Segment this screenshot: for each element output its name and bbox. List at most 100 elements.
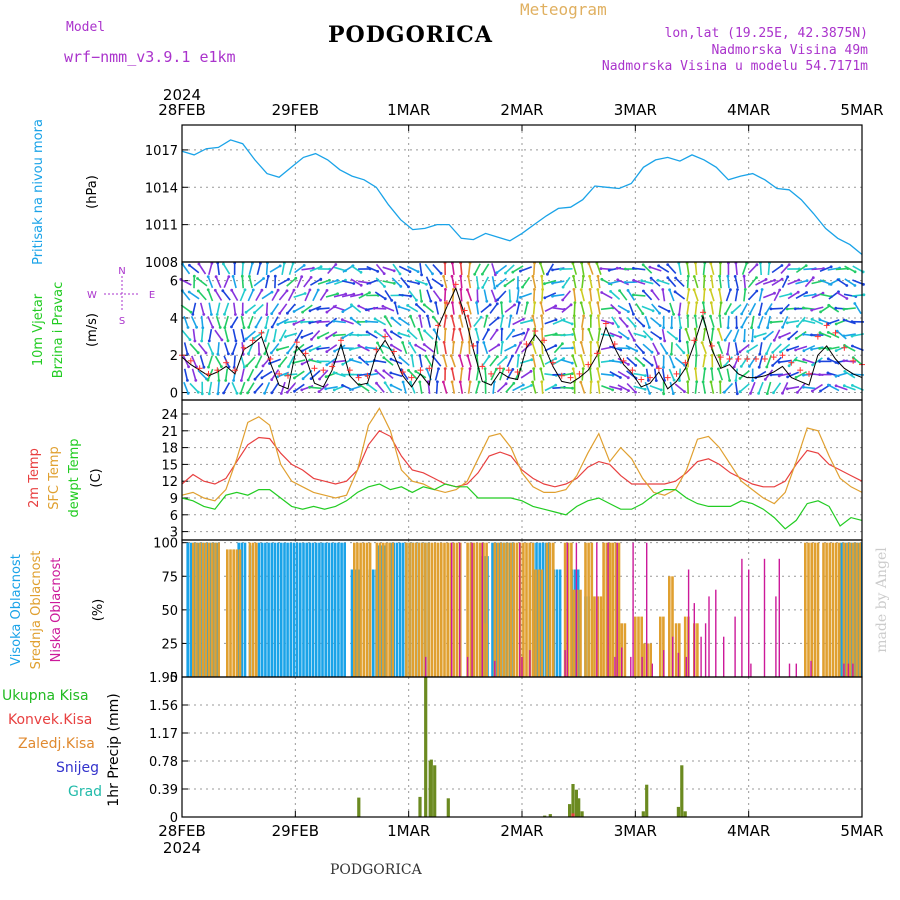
wind-arrow-head <box>769 307 773 311</box>
wind-arrow-head <box>668 288 671 292</box>
wind-arrow <box>770 320 784 324</box>
cloud-mid-bar <box>255 542 258 677</box>
cloud-mid-bar <box>522 542 525 677</box>
wind-arrow-head <box>734 379 738 382</box>
wind-arrow-head <box>519 269 522 273</box>
wind-arrow <box>609 385 622 391</box>
wind-arrow <box>588 329 594 341</box>
wind-arrow-head <box>392 269 396 273</box>
wind-arrow <box>216 262 220 276</box>
wind-arrow-head <box>657 352 660 355</box>
wind-arrow <box>342 265 354 273</box>
x-tick-label-bottom: 1MAR <box>387 822 430 840</box>
wind-arrow <box>561 304 572 314</box>
wind-arrow-head <box>686 380 690 384</box>
wind-arrow <box>270 343 280 354</box>
wind-arrow-head <box>753 335 757 339</box>
wind-arrow-head <box>458 314 462 318</box>
wind-arrow-head <box>726 274 730 278</box>
wind-arrow-head <box>826 371 830 375</box>
cloud-mid-bar <box>614 542 618 677</box>
wind-arrow <box>703 276 706 289</box>
wind-arrow <box>724 303 732 315</box>
pressure-ytick-label: 1011 <box>145 219 178 234</box>
wind-arrow-head <box>270 312 274 315</box>
wind-arrow <box>207 315 214 328</box>
wind-arrow-head <box>273 274 277 278</box>
wind-arrow <box>658 265 670 273</box>
wind-arrow <box>442 355 448 368</box>
wind-arrow <box>426 289 432 302</box>
precip-total-bar <box>418 796 422 817</box>
wind-arrow <box>232 328 237 342</box>
wind-arrow-head <box>485 299 489 303</box>
wind-arrow-head <box>426 314 429 318</box>
x-tick-label-bottom: 28FEB <box>158 822 205 840</box>
wind-arrow-head <box>389 371 393 375</box>
wind-arrow-head <box>260 376 264 380</box>
wind-arrow-head <box>573 301 577 304</box>
wind-arrow-head <box>765 365 769 369</box>
wind-arrow-head <box>325 350 329 353</box>
wind-arrow-head <box>211 325 215 329</box>
wind-arrow-head <box>723 390 726 394</box>
wind-arrow <box>506 369 514 381</box>
wind-arrow-head <box>641 263 645 267</box>
wind-arrow-head <box>358 356 361 359</box>
cloud-high-bar <box>314 542 318 677</box>
wind-arrow <box>432 264 442 274</box>
wind-arrow <box>442 276 448 289</box>
wind-arrow-head <box>482 341 486 344</box>
wind-arrow-head <box>383 285 386 288</box>
wind-arrow-head <box>467 340 471 344</box>
wind-arrow <box>589 381 592 394</box>
wind-arrow <box>580 342 585 355</box>
wind-arrow <box>754 332 767 338</box>
cloud-mid-bar <box>211 542 214 677</box>
wind-arrow-head <box>596 367 599 371</box>
wind-arrow-head <box>526 301 529 305</box>
wind-arrow <box>686 342 690 355</box>
wind-arrow <box>271 289 279 301</box>
wind-arrow-head <box>188 338 192 341</box>
wind-arrow-head <box>658 324 662 327</box>
wind-arrow-head <box>300 335 304 339</box>
wind-arrow <box>724 329 733 341</box>
wind-arrow-head <box>316 336 320 340</box>
wind-arrow-head <box>842 334 846 338</box>
wind-arrow-head <box>650 350 654 354</box>
wind-arrow-head <box>826 322 830 326</box>
wind-arrow-head <box>191 313 195 316</box>
wind-arrow-head <box>287 365 290 369</box>
wind-arrow <box>432 356 442 367</box>
wind-arrow <box>423 304 435 314</box>
wind-arrow-head <box>341 336 345 340</box>
wind-arrow <box>358 344 370 352</box>
wind-arrow <box>424 330 434 340</box>
wind-arrow <box>668 289 675 302</box>
cloud-mid-bar <box>804 542 807 677</box>
cloud-high-bar <box>286 542 289 677</box>
wind-arrow <box>812 357 823 366</box>
wind-arrow-head <box>406 329 410 333</box>
wind-arrow-head <box>531 314 535 318</box>
wind-arrow-head <box>648 265 652 269</box>
wind-arrow <box>779 331 791 339</box>
wind-arrow-head <box>376 270 380 273</box>
station-title: PODGORICA <box>328 22 493 48</box>
cloud-mid-bar <box>525 542 528 677</box>
cloud-mid-bar <box>845 542 849 677</box>
x-tick-label-top: 5MAR <box>840 101 883 119</box>
cloud-mid-bar <box>646 643 649 677</box>
wind-arrow-head <box>223 312 226 316</box>
wind-arrow <box>539 263 545 275</box>
wind-arrow <box>261 291 273 300</box>
wind-arrow-head <box>364 360 368 364</box>
cloud-low-bar <box>693 603 695 677</box>
wind-arrow-head <box>733 275 737 278</box>
wind-arrow-head <box>618 311 621 315</box>
wind-arrow <box>773 329 781 341</box>
wind-arrow <box>505 329 515 341</box>
wind-arrow-head <box>197 262 201 266</box>
wind-arrow-head <box>802 319 805 322</box>
